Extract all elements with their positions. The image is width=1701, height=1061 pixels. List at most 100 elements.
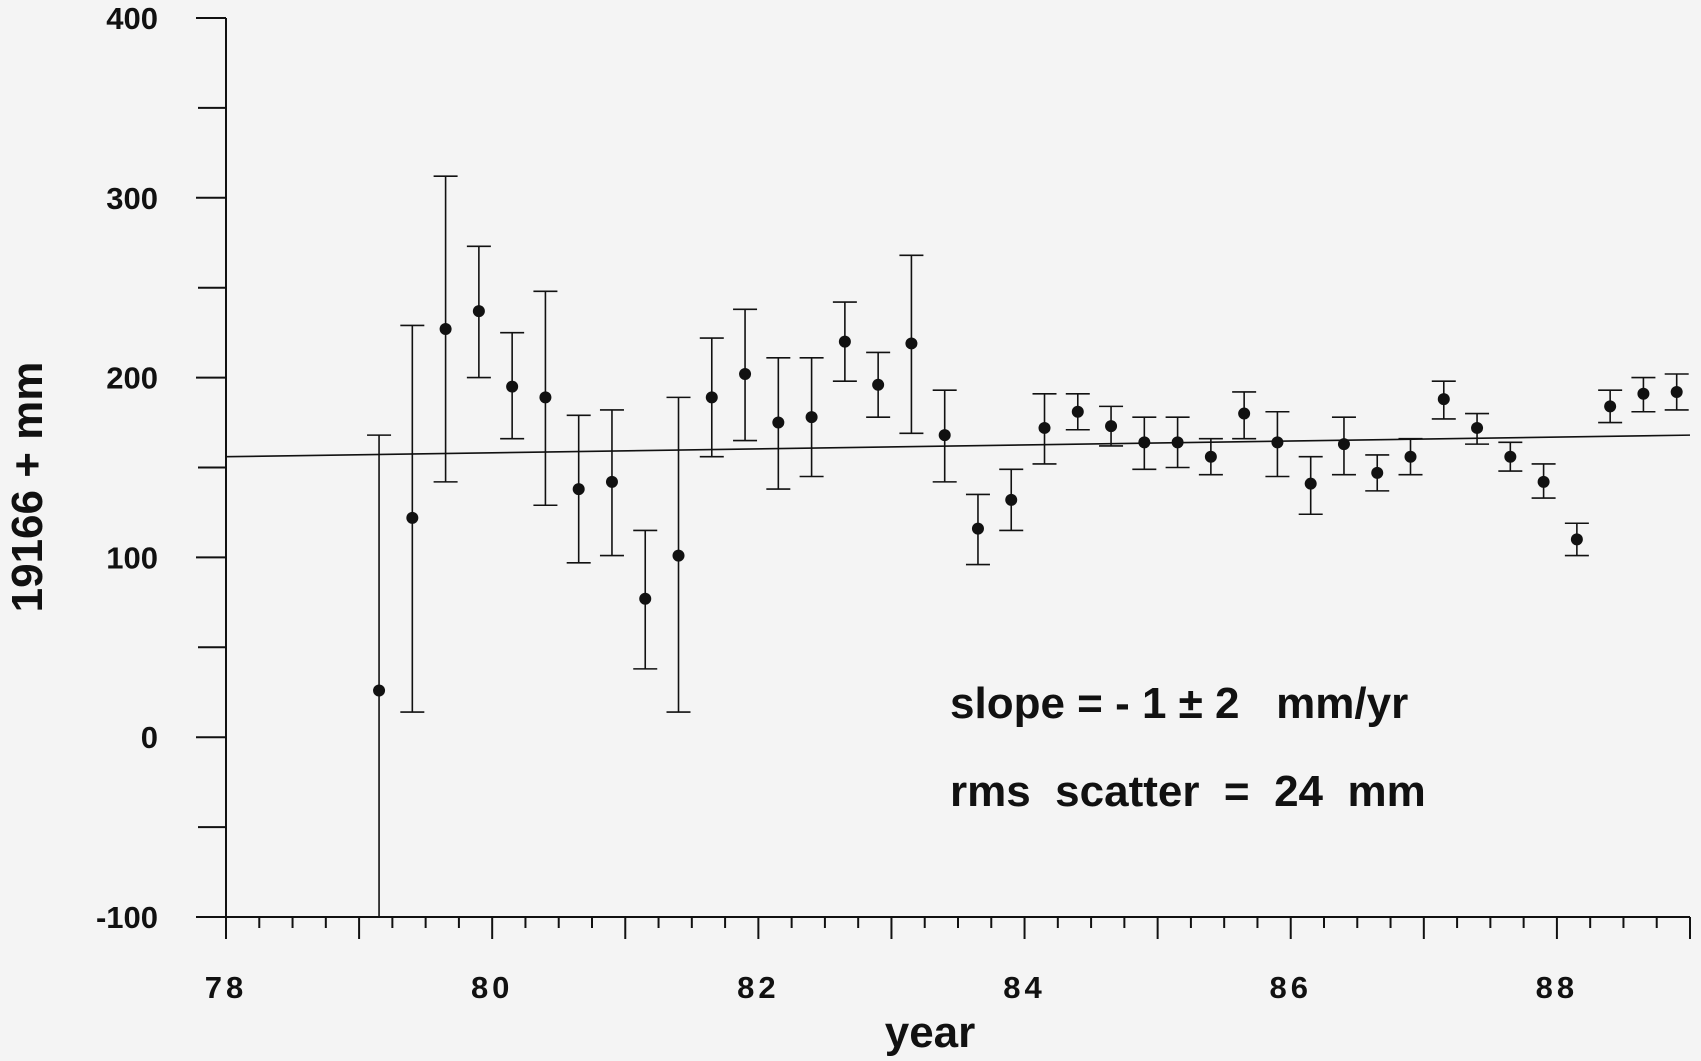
data-point xyxy=(1105,420,1118,433)
data-point xyxy=(1171,436,1184,449)
data-point-group xyxy=(1265,410,1290,478)
data-point-group xyxy=(1198,437,1223,476)
data-point xyxy=(872,378,885,391)
x-tick-label: 88 xyxy=(1536,970,1578,1005)
data-point-group xyxy=(932,389,957,483)
data-point xyxy=(1304,477,1317,490)
y-tick-label: 200 xyxy=(106,361,158,396)
x-tick-label: 80 xyxy=(471,970,513,1005)
data-point-group xyxy=(733,308,758,442)
data-point xyxy=(506,380,519,393)
data-point-group xyxy=(1431,380,1456,420)
data-point-group xyxy=(766,357,791,490)
data-point xyxy=(406,511,419,524)
data-point xyxy=(971,522,984,535)
data-point-group xyxy=(1232,391,1257,440)
data-point xyxy=(1071,405,1084,418)
data-point-group xyxy=(1331,416,1356,476)
data-point-group xyxy=(1631,376,1656,413)
data-point-group xyxy=(1065,392,1090,431)
data-point-group xyxy=(1498,441,1523,472)
y-tick-label: 300 xyxy=(106,181,158,216)
data-point xyxy=(1504,450,1517,463)
data-points xyxy=(367,175,1689,917)
data-point-group xyxy=(899,254,924,435)
data-point xyxy=(1570,533,1583,546)
x-tick-label: 86 xyxy=(1269,970,1311,1005)
data-point xyxy=(1005,493,1018,506)
data-point-group xyxy=(1099,405,1124,447)
data-point-group xyxy=(666,396,691,713)
data-point-group xyxy=(799,357,824,478)
rms-scatter-annotation: rms scatter = 24 mm xyxy=(950,767,1426,816)
data-point xyxy=(905,337,918,350)
x-tick-label: 82 xyxy=(737,970,779,1005)
data-point-group xyxy=(1165,416,1190,469)
data-point xyxy=(639,592,652,605)
data-point xyxy=(605,475,618,488)
data-point xyxy=(1637,387,1650,400)
data-point xyxy=(1238,407,1251,420)
data-point-group xyxy=(466,245,491,379)
x-tick-label: 78 xyxy=(205,970,247,1005)
x-axis-label: year xyxy=(885,1008,976,1057)
data-point xyxy=(1271,436,1284,449)
data-point-group xyxy=(1531,463,1556,499)
data-point xyxy=(672,549,685,562)
data-point-group xyxy=(1598,389,1623,424)
y-tick-label: 0 xyxy=(141,720,158,755)
data-point xyxy=(705,391,718,404)
data-point-group xyxy=(1664,373,1689,411)
fit-line xyxy=(225,434,1691,458)
data-point xyxy=(1604,400,1617,413)
data-point-group xyxy=(866,351,891,418)
data-point-group xyxy=(1564,522,1589,557)
y-axis-label: 19166 + mm xyxy=(3,362,52,613)
data-point xyxy=(1437,393,1450,406)
data-point xyxy=(539,391,552,404)
data-point xyxy=(572,483,585,496)
data-point xyxy=(472,305,485,318)
data-point-group xyxy=(965,493,990,566)
data-point xyxy=(1471,421,1484,434)
data-point xyxy=(1537,475,1550,488)
axes: -100 0 100 200 300 400 78 80 82 84 86 88 xyxy=(96,1,1691,1005)
data-point xyxy=(1138,436,1151,449)
data-point xyxy=(1204,450,1217,463)
data-point xyxy=(1337,438,1350,451)
slope-annotation: slope = - 1 ± 2 mm/yr xyxy=(950,679,1408,728)
data-point-group xyxy=(1398,437,1423,476)
data-point xyxy=(1404,450,1417,463)
data-point-group xyxy=(1032,392,1057,465)
data-point xyxy=(772,416,785,429)
data-point xyxy=(1038,421,1051,434)
data-point xyxy=(938,429,951,442)
data-point xyxy=(1371,466,1384,479)
data-point-group xyxy=(1365,454,1390,492)
data-point-group xyxy=(566,414,591,564)
data-point xyxy=(805,411,818,424)
data-point xyxy=(1670,385,1683,398)
fit-line-group xyxy=(225,434,1691,458)
x-tick-label: 84 xyxy=(1003,970,1045,1005)
y-tick-label: 400 xyxy=(106,1,158,36)
data-point-group xyxy=(1132,416,1157,471)
data-point-group xyxy=(500,331,525,440)
data-point-group xyxy=(832,301,857,382)
data-point-group xyxy=(633,529,658,670)
y-tick-label: 100 xyxy=(106,540,158,575)
data-point-group xyxy=(1465,412,1490,445)
data-point-group xyxy=(699,337,724,458)
y-tick-label: -100 xyxy=(96,900,158,935)
data-point-group xyxy=(367,434,392,917)
data-point-group xyxy=(999,468,1024,532)
data-point-group xyxy=(400,324,425,713)
data-point xyxy=(838,335,851,348)
data-point-group xyxy=(433,175,458,483)
data-point xyxy=(739,368,752,381)
data-point xyxy=(373,684,386,697)
data-point-group xyxy=(599,409,624,557)
data-point-group xyxy=(1298,455,1323,516)
data-point-group xyxy=(533,290,558,507)
